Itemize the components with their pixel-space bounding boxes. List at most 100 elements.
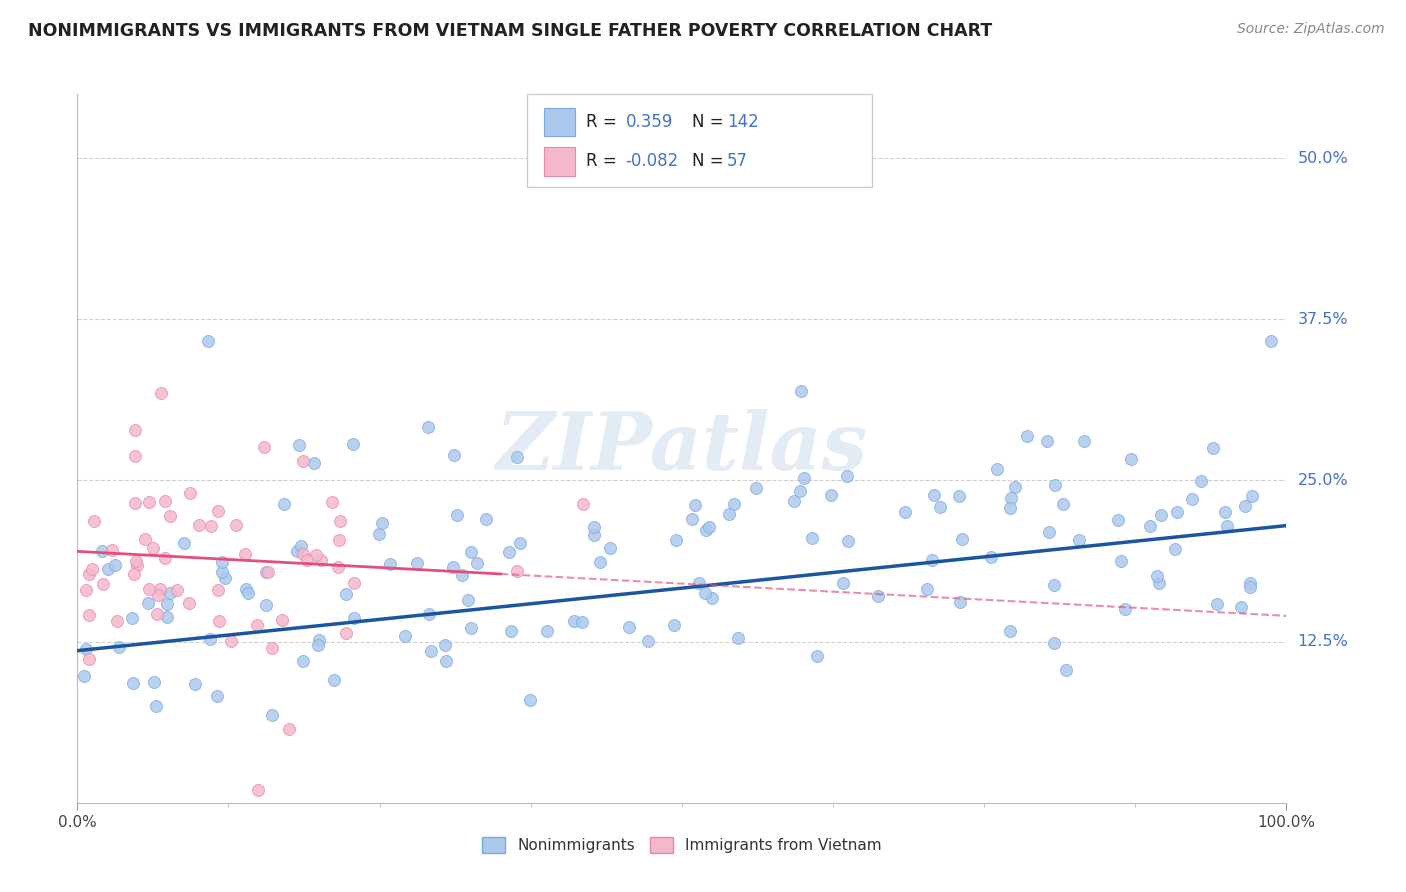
- Point: [980, 549, 1002, 564]
- Point: [806, 648, 828, 663]
- Point: [200, 519, 222, 533]
- Point: [211, 565, 233, 579]
- Point: [948, 489, 970, 503]
- Point: [406, 556, 429, 570]
- Point: [700, 591, 723, 605]
- Point: [125, 558, 148, 572]
- Point: [335, 626, 357, 640]
- Point: [394, 629, 416, 643]
- Point: [418, 607, 440, 621]
- Point: [138, 494, 160, 508]
- Point: [75, 582, 97, 597]
- Point: [443, 448, 465, 462]
- Point: [97, 562, 120, 576]
- Point: [928, 500, 950, 515]
- Point: [367, 527, 389, 541]
- Point: [328, 533, 350, 547]
- Point: [124, 449, 146, 463]
- Point: [683, 499, 706, 513]
- Point: [434, 638, 457, 652]
- Point: [208, 614, 231, 628]
- Point: [291, 454, 314, 468]
- Point: [77, 607, 100, 622]
- Point: [307, 638, 329, 652]
- Point: [1241, 489, 1264, 503]
- Point: [207, 504, 229, 518]
- Point: [499, 624, 522, 638]
- Point: [637, 633, 659, 648]
- Point: [211, 555, 233, 569]
- Point: [1139, 518, 1161, 533]
- Text: N =: N =: [692, 153, 723, 170]
- Point: [197, 334, 219, 349]
- Point: [1239, 575, 1261, 590]
- Point: [727, 631, 749, 645]
- Point: [184, 677, 207, 691]
- Point: [506, 564, 529, 578]
- Point: [1150, 508, 1173, 522]
- Point: [105, 614, 128, 628]
- Point: [262, 708, 284, 723]
- Point: [145, 699, 167, 714]
- Point: [1107, 512, 1129, 526]
- Point: [1114, 601, 1136, 615]
- Point: [665, 533, 688, 548]
- Point: [789, 483, 811, 498]
- Point: [1216, 519, 1239, 533]
- Point: [233, 547, 256, 561]
- Point: [416, 420, 439, 434]
- Text: 0.359: 0.359: [626, 113, 673, 131]
- Point: [124, 496, 146, 510]
- Point: [588, 555, 610, 569]
- Point: [177, 596, 200, 610]
- Point: [235, 582, 257, 596]
- Point: [309, 553, 332, 567]
- Point: [1038, 525, 1060, 540]
- Point: [1149, 576, 1171, 591]
- Point: [148, 582, 170, 596]
- Point: [323, 673, 346, 687]
- Point: [246, 617, 269, 632]
- Point: [108, 640, 131, 655]
- Legend: Nonimmigrants, Immigrants from Vietnam: Nonimmigrants, Immigrants from Vietnam: [475, 830, 889, 859]
- Point: [273, 497, 295, 511]
- Point: [343, 611, 366, 625]
- Point: [343, 576, 366, 591]
- Text: R =: R =: [586, 153, 617, 170]
- Point: [688, 575, 710, 590]
- Point: [1233, 499, 1256, 513]
- Point: [121, 611, 143, 625]
- Point: [124, 423, 146, 437]
- Point: [1230, 599, 1253, 614]
- Point: [146, 607, 169, 621]
- Point: [295, 552, 318, 566]
- Point: [285, 544, 308, 558]
- Point: [75, 641, 97, 656]
- Point: [101, 542, 124, 557]
- Point: [1191, 474, 1213, 488]
- Point: [723, 497, 745, 511]
- Point: [617, 620, 640, 634]
- Point: [998, 624, 1021, 638]
- Point: [1260, 334, 1282, 348]
- Point: [134, 532, 156, 546]
- Point: [278, 722, 301, 736]
- Point: [149, 385, 172, 400]
- Point: [1073, 434, 1095, 449]
- Point: [695, 523, 717, 537]
- Point: [446, 508, 468, 523]
- Text: N =: N =: [692, 113, 723, 131]
- Point: [200, 632, 222, 647]
- Point: [1043, 477, 1066, 491]
- Point: [156, 597, 179, 611]
- Point: [342, 437, 364, 451]
- Point: [326, 559, 349, 574]
- Point: [450, 568, 472, 582]
- Point: [187, 518, 209, 533]
- Point: [664, 618, 686, 632]
- Point: [271, 613, 294, 627]
- Point: [146, 588, 169, 602]
- Point: [219, 634, 242, 648]
- Point: [1181, 492, 1204, 507]
- Point: [83, 515, 105, 529]
